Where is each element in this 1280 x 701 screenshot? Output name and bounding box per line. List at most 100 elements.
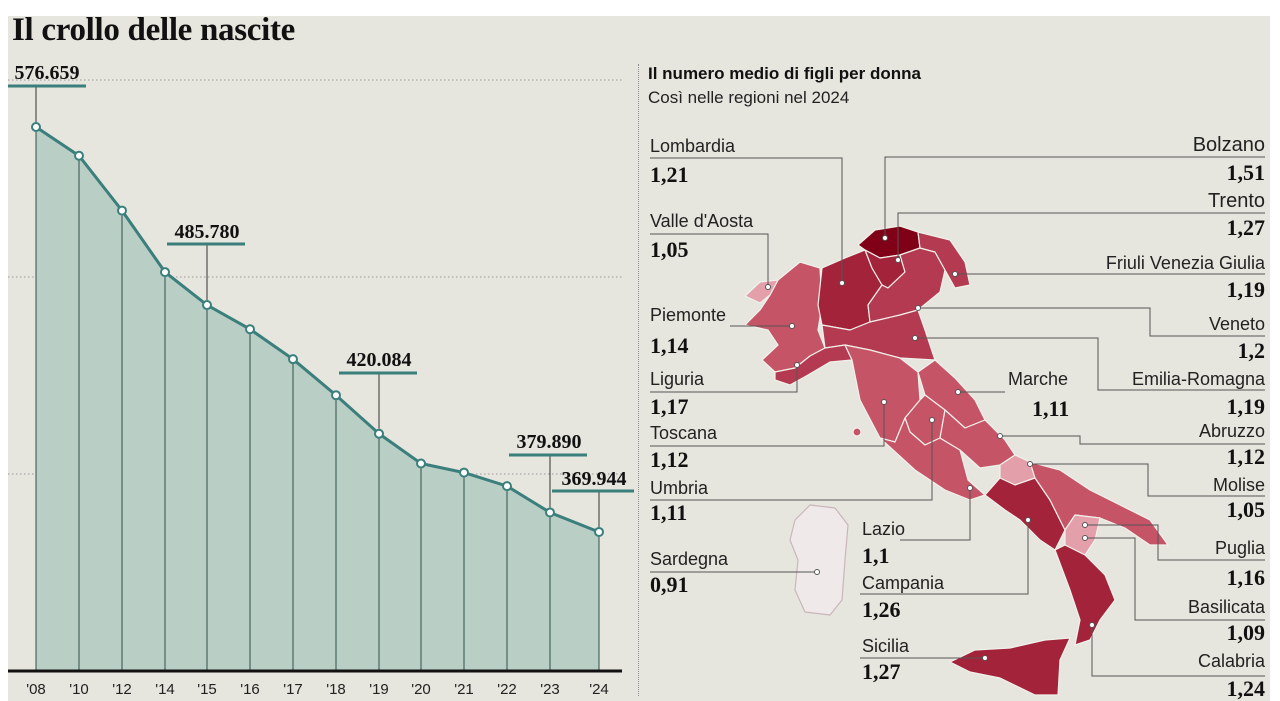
dot-liguria	[794, 362, 800, 368]
x-tick-label: '18	[326, 681, 346, 698]
label-sardegna: Sardegna	[650, 549, 729, 569]
x-tick-labels: '08 '10 '12 '14 '15 '16 '17 '18 '19 '20 '21 '22 '23 '…	[26, 681, 609, 698]
data-point-'18	[331, 390, 341, 401]
label-emilia: Emilia-Romagna	[1131, 369, 1265, 389]
data-point-'23	[545, 507, 555, 518]
dot-toscana	[881, 399, 887, 405]
value-calabria: 1,24	[1226, 676, 1266, 701]
value-basilicata: 1,09	[1226, 620, 1266, 645]
value-piemonte: 1,14	[650, 333, 689, 358]
x-tick-label: '16	[240, 681, 260, 698]
value-valle: 1,05	[650, 237, 689, 262]
value-trento: 1,27	[1226, 215, 1266, 240]
page-title: Il crollo delle nascite	[12, 12, 296, 48]
label-calabria: Calabria	[1197, 651, 1265, 671]
x-tick-label: '20	[411, 681, 431, 698]
dot-bolzano	[882, 235, 888, 241]
value-marche: 1,11	[1032, 396, 1070, 421]
dot-lombardia	[839, 280, 845, 286]
divider	[638, 64, 639, 696]
dot-abruzzo	[997, 433, 1003, 439]
label-friuli: Friuli Venezia Giulia	[1105, 253, 1265, 273]
leader-emilia	[915, 337, 1265, 391]
leader-abruzzo	[1000, 435, 1265, 445]
data-label: 485.780	[175, 221, 240, 243]
x-tick-label: '15	[197, 681, 217, 698]
series-line	[35, 125, 600, 534]
value-bolzano: 1,51	[1226, 160, 1266, 185]
label-trento: Trento	[1207, 190, 1265, 212]
region-calabria	[1054, 544, 1116, 646]
area-fill	[36, 127, 599, 670]
leader-umbria	[650, 420, 933, 501]
x-tick-label: '24	[589, 681, 609, 698]
value-lazio: 1,1	[862, 543, 890, 568]
leader-campania	[860, 520, 1029, 595]
map-subtitle: Così nelle regioni nel 2024	[648, 88, 850, 107]
data-labels: 576.659 485.780 420.084 379.890 369.944	[8, 62, 634, 493]
value-umbria: 1,11	[650, 500, 688, 525]
region-abruzzo	[939, 409, 1016, 469]
x-tick-label: '12	[112, 681, 132, 698]
data-point-'10	[74, 150, 84, 161]
label-sicilia: Sicilia	[862, 636, 910, 656]
value-emilia: 1,19	[1226, 394, 1266, 419]
leader-trento	[897, 212, 1265, 260]
leader-toscana	[650, 402, 885, 447]
leader-basilicata	[1085, 537, 1265, 621]
dot-emilia	[912, 335, 918, 341]
data-point-'15	[202, 300, 212, 311]
x-tick-label: '22	[497, 681, 517, 698]
label-umbria: Umbria	[650, 478, 709, 498]
data-point-'12	[117, 205, 127, 216]
dot-veneto	[915, 305, 921, 311]
value-abruzzo: 1,12	[1226, 444, 1266, 469]
vertical-lines	[35, 127, 600, 670]
label-veneto: Veneto	[1208, 314, 1265, 334]
label-campania: Campania	[862, 573, 945, 593]
leader-liguria	[650, 365, 798, 393]
dot-molise	[1027, 461, 1033, 467]
label-basilicata: Basilicata	[1187, 597, 1265, 617]
label-molise: Molise	[1212, 475, 1265, 495]
value-sicilia: 1,27	[862, 659, 901, 684]
dot-puglia	[1082, 522, 1088, 528]
x-tick-label: '21	[454, 681, 474, 698]
x-tick-label: '23	[540, 681, 560, 698]
dot-valle	[765, 284, 771, 290]
region-sicilia	[949, 637, 1071, 696]
label-puglia: Puglia	[1214, 538, 1265, 558]
dot-campania	[1025, 517, 1031, 523]
dot-lazio	[967, 485, 973, 491]
value-campania: 1,26	[862, 597, 901, 622]
dot-friuli	[952, 271, 958, 277]
leader-bolzano	[884, 156, 1265, 238]
leader-calabria	[1091, 625, 1265, 677]
leader-valle	[650, 233, 769, 287]
x-tick-label: '19	[369, 681, 389, 698]
data-point-'14	[160, 267, 170, 278]
value-molise: 1,05	[1226, 497, 1266, 522]
label-valle: Valle d'Aosta	[650, 211, 754, 231]
region-sardegna	[789, 504, 849, 616]
dot-calabria	[1089, 622, 1095, 628]
data-label: 379.890	[517, 431, 582, 453]
leader-lazio	[900, 488, 971, 541]
data-point-'16	[245, 324, 255, 335]
label-marche: Marche	[1008, 369, 1069, 389]
dot-marche	[955, 389, 961, 395]
value-friuli: 1,19	[1226, 277, 1266, 302]
isola-elba	[852, 427, 862, 437]
value-sardegna: 0,91	[650, 572, 689, 597]
label-liguria: Liguria	[650, 369, 705, 389]
leader-veneto	[918, 307, 1265, 337]
label-piemonte: Piemonte	[650, 305, 727, 325]
data-point-'08	[31, 122, 41, 132]
leader-molise	[1030, 463, 1265, 497]
dot-basilicata	[1082, 535, 1088, 541]
value-puglia: 1,16	[1226, 565, 1266, 590]
x-tick-label: '08	[26, 681, 46, 698]
data-point-'17	[288, 354, 298, 365]
label-lazio: Lazio	[862, 519, 906, 539]
